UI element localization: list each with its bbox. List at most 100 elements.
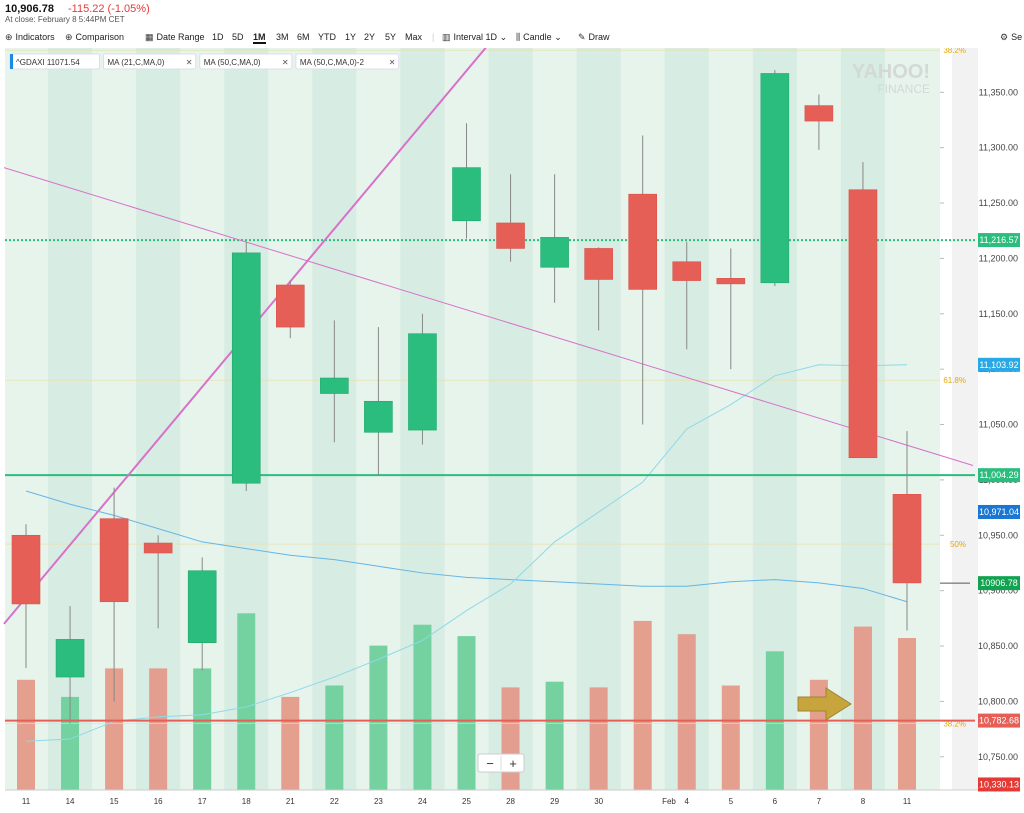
legend-chip: MA (50,C,MA,0)-2 ✕ <box>295 53 400 70</box>
volume-bar <box>105 668 124 790</box>
date-range-button[interactable]: ▦ Date Range <box>145 32 205 43</box>
x-tick-label: 8 <box>861 797 866 806</box>
range-5d[interactable]: 5D <box>232 32 244 42</box>
draw-label: Draw <box>588 32 610 42</box>
date-range-label: Date Range <box>156 32 205 42</box>
range-1d[interactable]: 1D <box>212 32 224 42</box>
last-price: 10,906.78 <box>5 3 54 15</box>
price-tag <box>978 504 1020 519</box>
legend-chip-label: MA (21,C,MA,0) <box>108 58 165 67</box>
x-tick-label: 5 <box>729 797 734 806</box>
finance-watermark: FINANCE <box>877 82 930 96</box>
x-tick-label: 24 <box>418 797 427 806</box>
candle <box>231 241 261 491</box>
date-band <box>488 48 533 790</box>
range-5y[interactable]: 5Y <box>385 32 397 42</box>
candle-body <box>364 400 393 433</box>
y-tick-label: 11,050.00 <box>979 420 1018 430</box>
legend-chip-box <box>103 53 197 70</box>
quote-header: 10,906.78 -115.22 (-1.05%) At close: Feb… <box>0 0 1024 30</box>
future-band <box>952 48 978 790</box>
candle <box>364 327 393 476</box>
legend-chip-box <box>295 53 400 70</box>
x-tick-label: 23 <box>374 797 383 806</box>
legend-chip: MA (21,C,MA,0) ✕ <box>103 53 197 70</box>
x-tick-label: 4 <box>685 797 690 806</box>
close-icon[interactable]: ✕ <box>282 58 289 67</box>
candle <box>55 606 85 724</box>
volume-bar <box>149 668 168 790</box>
candle <box>848 162 878 459</box>
arrow-annotation <box>797 687 852 721</box>
candle-body <box>496 222 525 249</box>
candle <box>11 524 41 669</box>
price-tag-label: 10,330.13 <box>979 779 1019 789</box>
volume-bar <box>17 679 35 790</box>
range-6m[interactable]: 6M <box>297 32 310 42</box>
candle-body <box>672 261 702 281</box>
price-tag <box>978 576 1020 591</box>
comparison-button[interactable]: ⊕ Comparison <box>65 32 124 43</box>
x-tick-label: 7 <box>817 797 822 806</box>
settings-button[interactable]: ⚙ Se <box>1000 32 1022 43</box>
candle <box>716 248 746 370</box>
reference-tag-label: 11,216.57 <box>979 235 1018 245</box>
volume-bar <box>853 626 872 790</box>
reference-tag <box>978 468 1020 483</box>
close-icon[interactable]: ✕ <box>389 58 396 67</box>
volume-bar <box>237 613 256 790</box>
y-tick-label: 11,300.00 <box>979 143 1018 153</box>
x-tick-label: 11 <box>22 797 31 806</box>
x-tick-label: 22 <box>330 797 339 806</box>
indicators-button[interactable]: ⊕ Indicators <box>5 32 55 43</box>
ma-50-line <box>25 364 908 742</box>
range-max[interactable]: Max <box>405 32 423 42</box>
y-tick-label: 10,900.00 <box>978 586 1018 596</box>
interval-dropdown[interactable]: ▥ Interval 1D ⌄ <box>442 32 507 43</box>
interval-value: 1D <box>485 32 498 42</box>
reference-tag-label: 11,004.29 <box>979 470 1018 480</box>
price-tag <box>978 357 1020 372</box>
interval-icon: ▥ <box>442 32 451 42</box>
candle <box>628 135 658 425</box>
y-tick-label: 10,850.00 <box>978 641 1018 651</box>
candle-body <box>320 377 349 394</box>
price-tag-label: 11,103.92 <box>979 360 1018 370</box>
zoom-in-button[interactable]: + <box>509 756 517 771</box>
comparison-label: Comparison <box>75 32 125 42</box>
range-2y[interactable]: 2Y <box>364 32 376 42</box>
legend-chip-label: MA (50,C,MA,0) <box>204 58 261 67</box>
x-tick-label: 28 <box>506 797 515 806</box>
x-tick-label: 30 <box>594 797 603 806</box>
draw-button[interactable]: ✎ Draw <box>578 32 610 43</box>
close-icon[interactable]: ✕ <box>186 58 193 67</box>
chevron-down-icon: ⌄ <box>554 32 562 42</box>
legend-color-marker <box>10 54 13 69</box>
volume-bar <box>545 681 564 790</box>
range-ytd[interactable]: YTD <box>318 32 336 42</box>
chart-type-dropdown[interactable]: ⫼ Candle ⌄ <box>516 32 562 43</box>
range-1m[interactable]: 1M <box>253 32 266 44</box>
candle-body <box>187 570 217 644</box>
pencil-icon: ✎ <box>578 32 586 42</box>
candle <box>99 487 129 702</box>
x-tick-label: 11 <box>903 797 912 806</box>
candle <box>143 535 173 629</box>
price-tag-label: 10906.78 <box>980 578 1018 588</box>
fib-label: 38.2% <box>943 48 966 55</box>
range-1y[interactable]: 1Y <box>345 32 357 42</box>
reference-tag <box>978 713 1020 728</box>
volume-bar <box>721 685 740 790</box>
candle-body <box>275 284 305 328</box>
x-tick-label: 29 <box>550 797 559 806</box>
candle-body <box>628 193 658 290</box>
range-3m[interactable]: 3M <box>276 32 289 42</box>
candle-body <box>584 248 613 280</box>
indicators-label: Indicators <box>15 32 55 42</box>
interval-label: Interval <box>453 32 484 42</box>
zoom-controls: − + <box>477 753 525 773</box>
legend-chip-label: ^GDAXI 11071.54 <box>16 58 80 67</box>
zoom-out-button[interactable]: − <box>486 756 494 771</box>
